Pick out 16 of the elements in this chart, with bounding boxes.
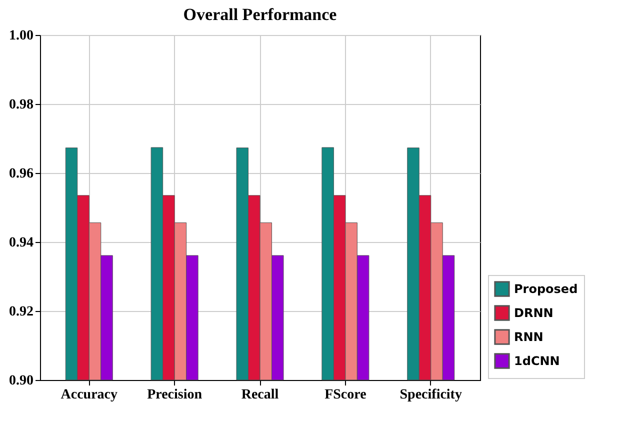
y-tick-label: 0.92: [9, 304, 34, 320]
y-tick-label: 0.94: [9, 236, 34, 250]
y-tick-label: 0.98: [9, 98, 34, 112]
legend-label: DRNN: [514, 306, 554, 320]
x-tick-label: Accuracy: [60, 388, 118, 402]
y-tick-label: 1.00: [9, 28, 34, 44]
x-tick-label: FScore: [324, 388, 366, 402]
x-tick-label: Recall: [241, 388, 279, 402]
legend-label: 1dCNN: [514, 354, 560, 368]
legend-label: RNN: [514, 330, 544, 344]
x-tick-label: Precision: [147, 388, 202, 402]
chart-title: Overall Performance: [183, 5, 338, 24]
y-tick-label: 0.90: [9, 374, 34, 388]
x-tick-label: Specificity: [400, 388, 462, 402]
y-tick-label: 0.96: [9, 166, 34, 182]
legend-label: Proposed: [514, 282, 578, 296]
